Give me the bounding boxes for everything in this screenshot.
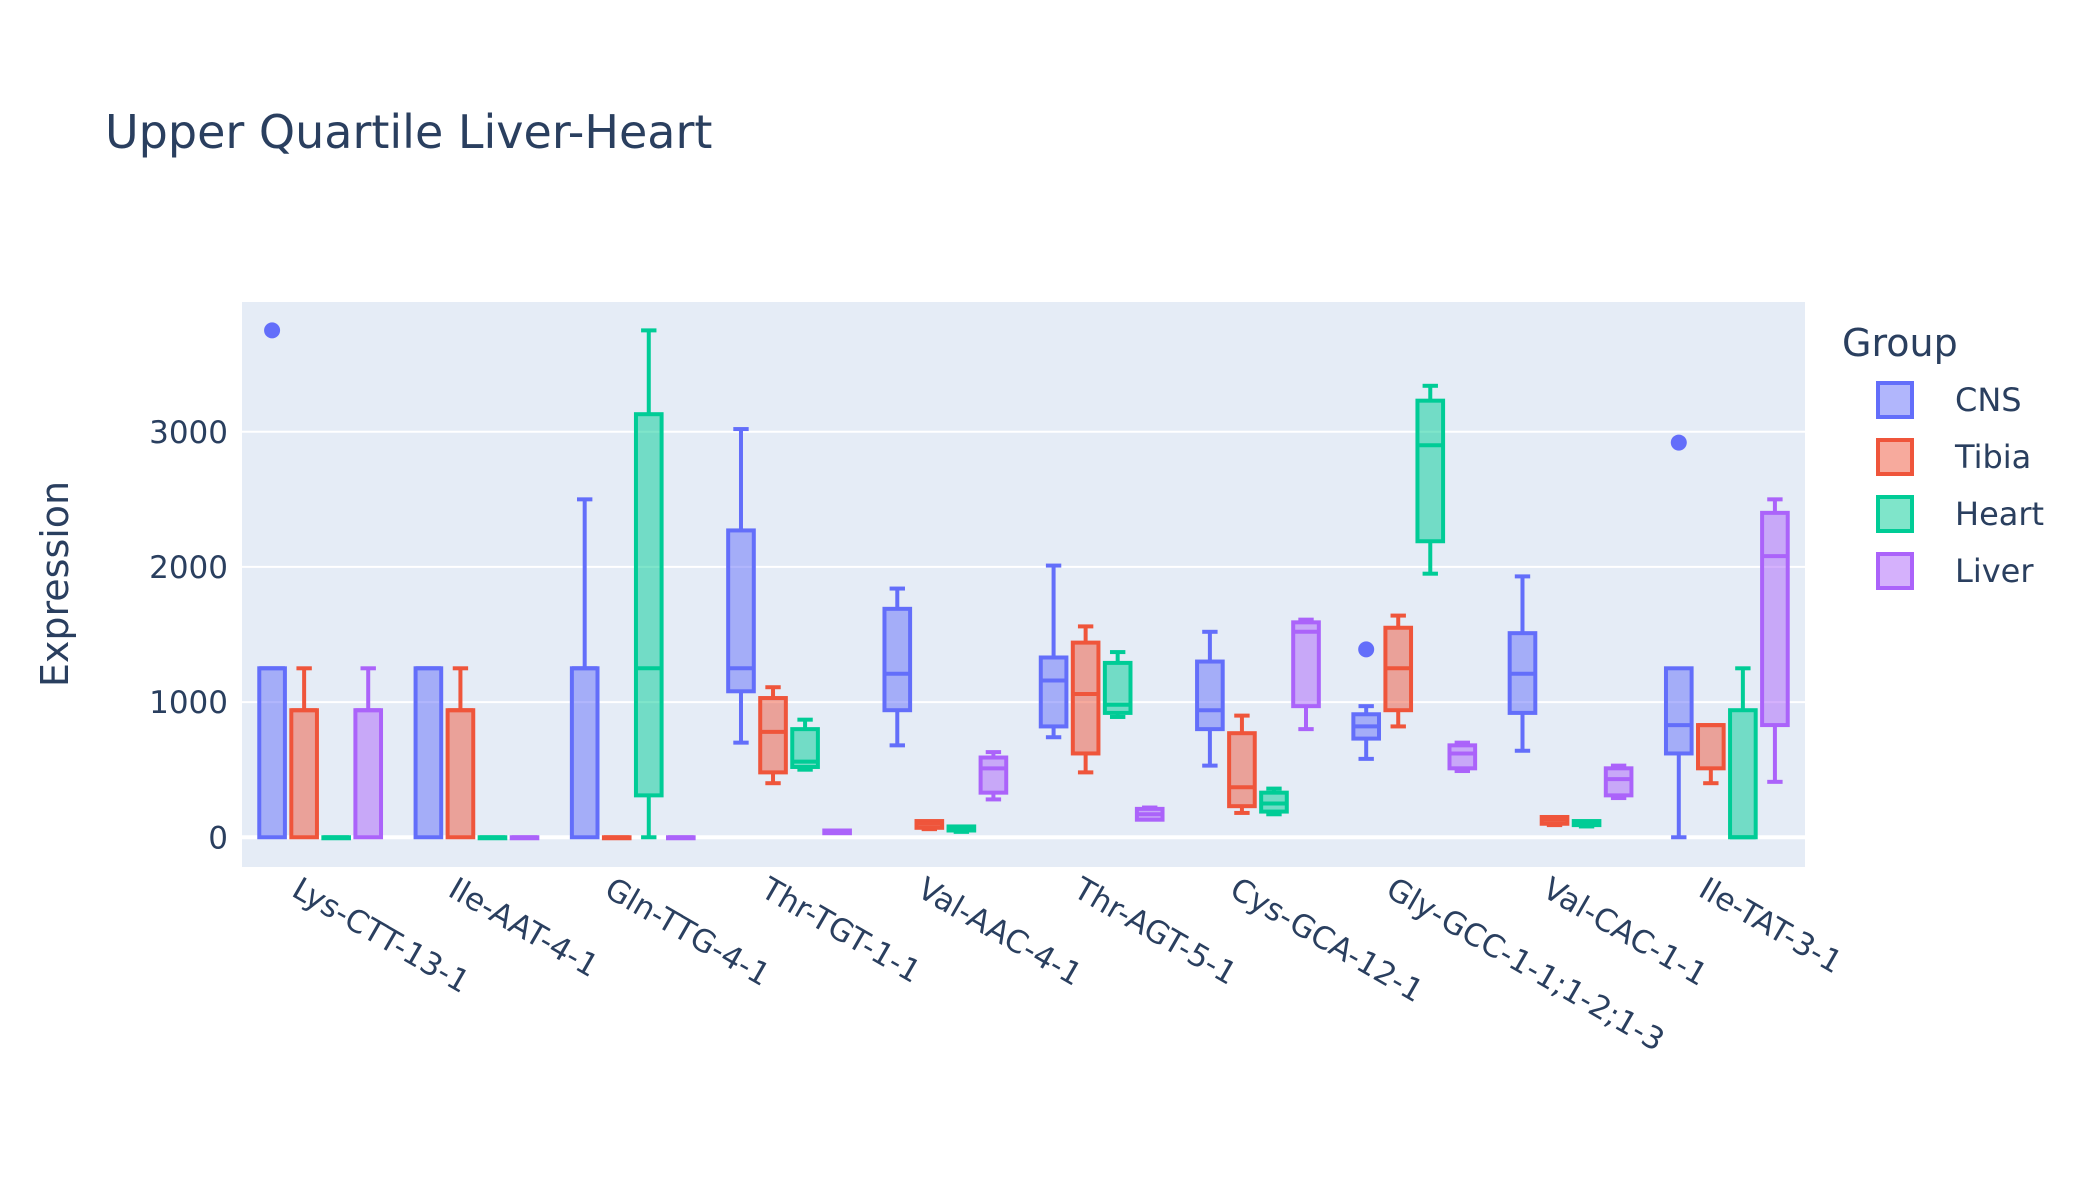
box-heart <box>633 328 664 840</box>
outlier-point <box>1358 641 1375 658</box>
box-heart <box>790 717 820 772</box>
outlier-point <box>264 322 281 339</box>
x-tick-label: Thr-TGT-1-1 <box>754 870 927 990</box>
box-cns <box>569 497 600 840</box>
y-tick-label: 2000 <box>149 550 228 586</box>
box-heart <box>477 835 508 841</box>
box-body <box>633 412 664 798</box>
x-tick-label: Val-AAC-4-1 <box>911 871 1088 994</box>
box-tibia <box>445 666 476 840</box>
box-liver <box>822 828 852 836</box>
y-axis-ticks: 0 1000 2000 3000 <box>149 415 228 857</box>
box-liver <box>665 835 696 841</box>
legend-title: Group <box>1842 321 1958 365</box>
outlier-point <box>1670 434 1687 451</box>
x-tick-label: Thr-AGT-5-1 <box>1067 870 1243 992</box>
box-tibia <box>914 819 945 832</box>
plot-area <box>242 302 1805 867</box>
box-heart <box>1415 383 1446 576</box>
box-body <box>1291 620 1321 709</box>
box-heart <box>1728 666 1758 840</box>
legend-item-tibia[interactable]: Tibia <box>1876 438 2031 476</box>
x-tick-label: Gln-TTG-4-1 <box>599 871 776 994</box>
legend-label: Heart <box>1955 495 2044 533</box>
box-tibia <box>289 666 319 840</box>
legend-label: Tibia <box>1954 438 2031 476</box>
box-liver <box>978 750 1009 802</box>
box-body <box>445 708 476 840</box>
box-cns <box>1663 434 1694 840</box>
box-cns <box>1507 574 1538 753</box>
box-heart <box>1259 786 1289 817</box>
box-liver <box>1291 617 1321 732</box>
box-cns <box>1195 629 1225 768</box>
box-body <box>1195 659 1225 732</box>
box-body <box>1038 655 1069 729</box>
legend-item-cns[interactable]: CNS <box>1876 381 2022 419</box>
y-tick-label: 3000 <box>149 415 228 451</box>
boxes <box>257 322 1790 841</box>
box-body <box>1603 766 1634 798</box>
box-tibia <box>758 685 788 786</box>
box-body <box>882 606 913 713</box>
legend-item-liver[interactable]: Liver <box>1876 552 2034 590</box>
box-heart <box>321 835 351 841</box>
box-liver <box>1603 763 1634 801</box>
box-body <box>1728 708 1758 840</box>
x-tick-label: Lys-CTT-13-1 <box>286 871 475 1001</box>
x-tick-label: Ile-TAT-3-1 <box>1693 871 1848 981</box>
box-cns <box>1351 641 1382 761</box>
box-cns <box>413 666 444 840</box>
box-body <box>1227 731 1257 809</box>
box-cns <box>1038 563 1069 740</box>
box-body <box>353 708 384 840</box>
box-liver <box>1447 740 1478 774</box>
legend-label: CNS <box>1955 381 2022 419</box>
box-body <box>257 666 287 840</box>
box-tibia <box>1539 814 1570 828</box>
box-tibia <box>1696 723 1726 786</box>
box-body <box>413 666 444 840</box>
box-body <box>1447 743 1478 771</box>
legend-swatch <box>1876 438 1914 476</box>
box-tibia <box>1383 613 1414 729</box>
box-body <box>1760 510 1790 728</box>
box-body <box>569 666 600 840</box>
box-heart <box>1102 650 1133 719</box>
box-cns <box>726 427 756 745</box>
box-cns <box>257 322 287 840</box>
legend: Group CNS Tibia Heart Liver <box>1842 321 2044 590</box>
box-body <box>1070 640 1101 756</box>
box-tibia <box>1070 624 1101 775</box>
box-tibia <box>1227 713 1257 815</box>
box-tibia <box>601 835 632 841</box>
box-body <box>758 696 788 775</box>
box-heart <box>1571 819 1602 829</box>
box-body <box>978 755 1009 795</box>
legend-swatch <box>1876 495 1914 533</box>
x-tick-label: Gly-GCC-1-1;1-2;1-3 <box>1380 871 1670 1059</box>
y-tick-label: 1000 <box>149 685 228 721</box>
chart-title: Upper Quartile Liver-Heart <box>105 105 712 159</box>
y-tick-label: 0 <box>208 820 228 856</box>
box-body <box>289 708 319 840</box>
box-liver <box>1134 805 1165 822</box>
box-body <box>1696 723 1726 771</box>
box-body <box>726 528 756 694</box>
box-cns <box>882 586 913 748</box>
legend-swatch <box>1876 552 1914 590</box>
box-body <box>1663 666 1694 756</box>
box-liver <box>353 666 384 840</box>
box-liver <box>509 835 540 841</box>
box-body <box>1415 398 1446 544</box>
y-axis-label: Expression <box>33 481 77 687</box>
box-liver <box>1760 497 1790 784</box>
x-axis-ticks: Lys-CTT-13-1Ile-AAT-4-1Gln-TTG-4-1Thr-TG… <box>286 870 1848 1059</box>
box-heart <box>946 824 977 834</box>
legend-swatch <box>1876 381 1914 419</box>
legend-item-heart[interactable]: Heart <box>1876 495 2044 533</box>
legend-label: Liver <box>1955 552 2034 590</box>
